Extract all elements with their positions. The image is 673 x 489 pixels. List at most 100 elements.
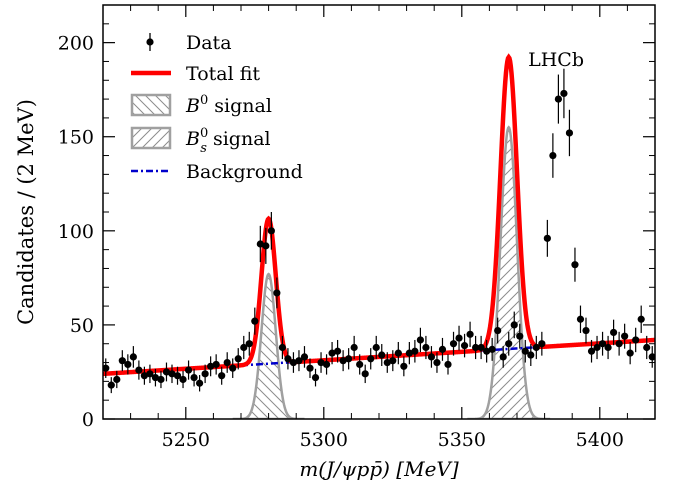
data-point bbox=[643, 335, 651, 360]
data-marker bbox=[162, 368, 171, 376]
data-marker bbox=[538, 340, 546, 348]
data-marker bbox=[621, 332, 629, 340]
data-marker bbox=[207, 362, 215, 370]
data-point bbox=[521, 339, 529, 363]
data-point bbox=[621, 323, 629, 349]
data-marker bbox=[510, 321, 518, 329]
data-point bbox=[516, 323, 524, 349]
data-marker bbox=[610, 328, 618, 337]
data-point bbox=[378, 344, 386, 366]
data-marker bbox=[157, 375, 165, 384]
data-point bbox=[455, 325, 463, 351]
y-tick-label: 150 bbox=[58, 127, 94, 149]
data-marker bbox=[554, 95, 563, 103]
data-marker bbox=[345, 355, 353, 363]
data-marker bbox=[218, 372, 226, 380]
data-marker bbox=[383, 358, 391, 367]
data-point bbox=[223, 352, 231, 373]
data-point bbox=[532, 335, 540, 360]
data-point bbox=[256, 225, 264, 263]
y-tick-label: 100 bbox=[58, 221, 94, 243]
data-point bbox=[162, 362, 171, 382]
data-point bbox=[527, 344, 535, 366]
data-marker bbox=[615, 340, 623, 348]
data-marker bbox=[438, 345, 447, 353]
data-marker bbox=[328, 349, 336, 357]
data-marker bbox=[449, 340, 458, 348]
legend-item: Background bbox=[131, 161, 303, 183]
data-point bbox=[157, 370, 165, 389]
data-marker bbox=[560, 89, 568, 98]
data-marker bbox=[234, 355, 242, 363]
data-marker bbox=[455, 334, 463, 342]
data-point bbox=[598, 331, 607, 356]
y-tick-label: 200 bbox=[58, 33, 94, 55]
data-marker bbox=[527, 351, 535, 359]
data-marker bbox=[190, 374, 198, 382]
data-marker bbox=[576, 315, 585, 323]
data-marker bbox=[322, 360, 331, 369]
data-point bbox=[251, 307, 259, 335]
data-marker bbox=[488, 345, 496, 353]
data-marker bbox=[135, 366, 143, 374]
data-point bbox=[273, 277, 281, 309]
data-point bbox=[300, 346, 309, 368]
data-point bbox=[560, 68, 568, 119]
data-point bbox=[505, 331, 513, 356]
data-point bbox=[207, 356, 215, 377]
data-point bbox=[477, 335, 485, 360]
data-point bbox=[554, 74, 563, 124]
data-point bbox=[295, 350, 303, 372]
data-marker bbox=[179, 375, 187, 384]
data-point bbox=[245, 331, 253, 356]
data-point bbox=[510, 311, 518, 339]
data-point bbox=[411, 339, 419, 363]
data-point bbox=[284, 348, 292, 370]
data-marker bbox=[201, 370, 209, 378]
data-marker bbox=[256, 240, 264, 248]
data-point bbox=[400, 356, 408, 377]
x-tick-label: 5300 bbox=[300, 429, 348, 451]
data-marker bbox=[494, 326, 502, 335]
data-marker bbox=[223, 358, 231, 367]
data-point bbox=[322, 354, 331, 375]
data-point bbox=[306, 358, 314, 378]
data-point bbox=[196, 375, 204, 392]
watermark-label: LHCb bbox=[528, 49, 584, 71]
legend-swatch bbox=[130, 126, 172, 150]
data-marker bbox=[289, 358, 298, 367]
y-tick-label: 0 bbox=[82, 409, 94, 431]
data-marker bbox=[107, 381, 115, 389]
y-tick-label: 50 bbox=[70, 315, 94, 337]
bs0-signal-component bbox=[467, 125, 551, 419]
data-marker bbox=[168, 370, 176, 378]
data-marker bbox=[284, 355, 292, 363]
data-point bbox=[610, 319, 618, 346]
legend-item: Data bbox=[146, 32, 232, 54]
data-point bbox=[615, 331, 623, 356]
data-point bbox=[483, 339, 491, 363]
data-marker bbox=[151, 374, 160, 382]
data-point bbox=[334, 339, 342, 363]
data-point bbox=[317, 352, 325, 373]
data-marker bbox=[565, 129, 574, 137]
data-point bbox=[466, 321, 474, 347]
data-point bbox=[229, 358, 237, 378]
data-point bbox=[549, 133, 557, 178]
data-marker bbox=[300, 353, 309, 361]
data-marker bbox=[405, 349, 413, 357]
data-marker bbox=[543, 234, 551, 242]
legend-item: Total fit bbox=[131, 63, 260, 85]
data-point bbox=[394, 342, 402, 365]
data-marker bbox=[251, 317, 259, 325]
data-point bbox=[328, 342, 336, 365]
data-point bbox=[571, 247, 579, 282]
data-marker bbox=[140, 372, 148, 380]
data-point bbox=[416, 327, 424, 353]
x-tick-label: 5250 bbox=[162, 429, 210, 451]
y-axis-label: Candidates / (2 MeV) bbox=[14, 99, 38, 325]
data-marker bbox=[416, 336, 424, 344]
data-marker bbox=[367, 355, 375, 363]
data-marker bbox=[146, 370, 154, 378]
legend-marker bbox=[146, 38, 154, 46]
